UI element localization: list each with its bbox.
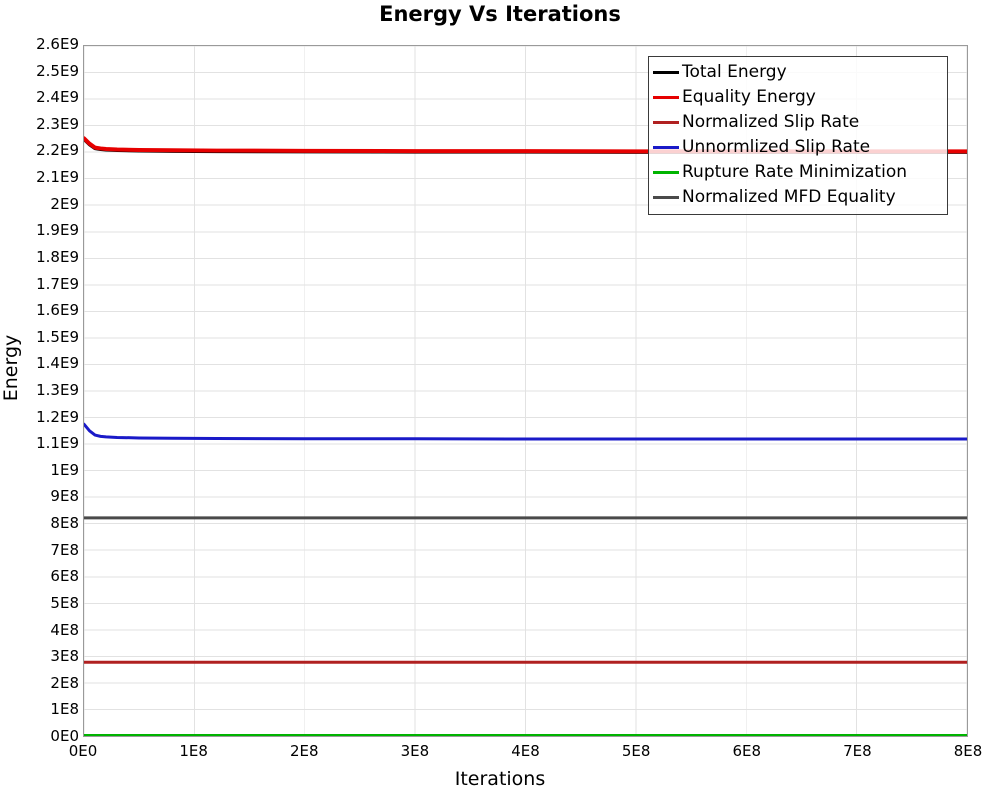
legend-item[interactable]: Unnormlized Slip Rate bbox=[653, 135, 943, 160]
y-axis-tick-labels: 2.6E9 2.5E9 2.4E9 2.3E9 2.2E9 2.1E9 2E9 1.9E9 1.… bbox=[0, 0, 79, 800]
y-tick-label: 2.2E9 bbox=[36, 141, 79, 160]
y-tick-label: 6E8 bbox=[50, 567, 79, 586]
x-tick-label: 6E8 bbox=[732, 742, 762, 760]
legend-swatch-icon bbox=[653, 146, 679, 149]
y-tick-label: 1.4E9 bbox=[36, 354, 79, 373]
x-tick-label: 5E8 bbox=[621, 742, 651, 760]
x-axis-tick-labels: 0E0 1E8 2E8 3E8 4E8 5E8 6E8 7E8 8E8 bbox=[0, 742, 1000, 766]
y-tick-label: 1.1E9 bbox=[36, 434, 79, 453]
y-tick-label: 4E8 bbox=[50, 620, 79, 639]
x-tick-label: 2E8 bbox=[289, 742, 319, 760]
legend-swatch-icon bbox=[653, 196, 679, 199]
y-tick-label: 1.7E9 bbox=[36, 274, 79, 293]
y-tick-label: 2.6E9 bbox=[36, 35, 79, 53]
legend-swatch-icon bbox=[653, 71, 679, 74]
y-tick-label: 5E8 bbox=[50, 593, 79, 612]
legend-item[interactable]: Normalized Slip Rate bbox=[653, 110, 943, 135]
y-tick-label: 1.5E9 bbox=[36, 327, 79, 346]
y-tick-label: 9E8 bbox=[50, 487, 79, 506]
y-tick-label: 2.3E9 bbox=[36, 114, 79, 133]
chart-title: Energy Vs Iterations bbox=[379, 2, 621, 26]
y-tick-label: 8E8 bbox=[50, 514, 79, 533]
legend[interactable]: Total Energy Equality Energy Normalized Sl… bbox=[648, 56, 948, 215]
legend-item-label: Unnormlized Slip Rate bbox=[682, 137, 871, 157]
legend-item[interactable]: Rupture Rate Minimization bbox=[653, 160, 943, 185]
legend-item-label: Equality Energy bbox=[682, 87, 816, 107]
series-line-3 bbox=[84, 422, 967, 441]
y-tick-label: 2E8 bbox=[50, 673, 79, 692]
y-tick-label: 1.8E9 bbox=[36, 247, 79, 266]
legend-item[interactable]: Normalized MFD Equality bbox=[653, 185, 943, 210]
x-tick-label: 4E8 bbox=[511, 742, 540, 760]
y-tick-label: 1.9E9 bbox=[36, 221, 79, 240]
legend-item-label: Rupture Rate Minimization bbox=[682, 162, 907, 182]
y-tick-label: 1.6E9 bbox=[36, 301, 79, 320]
x-tick-label: 3E8 bbox=[400, 742, 430, 760]
x-tick-label: 1E8 bbox=[179, 742, 208, 760]
legend-swatch-icon bbox=[653, 171, 679, 174]
gridlines bbox=[84, 46, 967, 736]
y-tick-label: 0E0 bbox=[50, 727, 79, 745]
legend-swatch-icon bbox=[653, 121, 679, 124]
y-tick-label: 2.1E9 bbox=[36, 168, 79, 187]
x-tick-label: 7E8 bbox=[843, 742, 872, 760]
y-tick-label: 2E9 bbox=[50, 194, 79, 213]
x-axis-label: Iterations bbox=[454, 768, 546, 790]
legend-swatch-icon bbox=[653, 96, 679, 99]
legend-item-label: Normalized Slip Rate bbox=[682, 112, 860, 132]
y-tick-label: 1E9 bbox=[50, 460, 79, 479]
legend-item-label: Normalized MFD Equality bbox=[682, 187, 896, 207]
x-tick-label: 8E8 bbox=[953, 742, 983, 760]
y-tick-label: 2.4E9 bbox=[36, 88, 79, 107]
y-tick-label: 1.2E9 bbox=[36, 407, 79, 426]
legend-item-label: Total Energy bbox=[682, 62, 787, 82]
legend-item[interactable]: Equality Energy bbox=[653, 85, 943, 110]
y-axis-label: Energy bbox=[0, 334, 22, 402]
y-tick-label: 2.5E9 bbox=[36, 61, 79, 80]
y-tick-label: 1.3E9 bbox=[36, 381, 79, 399]
legend-item[interactable]: Total Energy bbox=[653, 60, 943, 85]
x-tick-label: 0E0 bbox=[68, 742, 98, 760]
y-tick-label: 7E8 bbox=[50, 540, 79, 559]
y-tick-label: 1E8 bbox=[50, 700, 79, 719]
y-tick-label: 3E8 bbox=[50, 647, 79, 666]
